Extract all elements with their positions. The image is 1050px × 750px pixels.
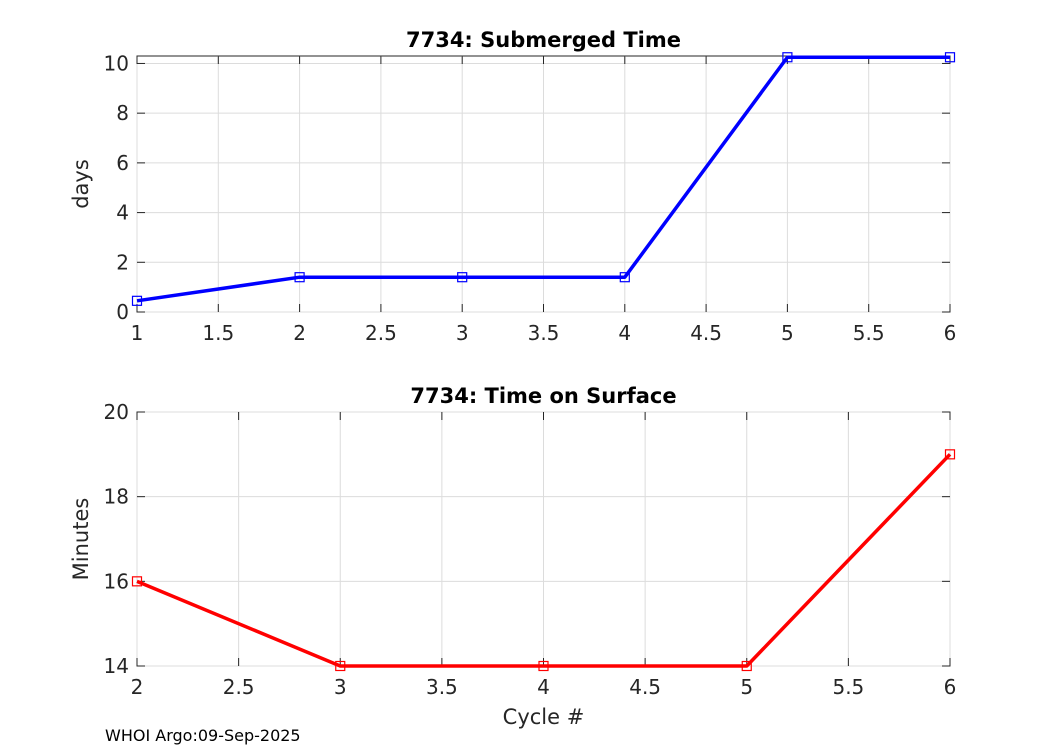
chart-title: 7734: Submerged Time: [406, 28, 681, 52]
x-tick-label: 5: [781, 321, 794, 345]
y-tick-label: 16: [104, 569, 129, 593]
data-point-marker: [335, 660, 346, 672]
tick-labels: 2 2.5 3 3.5 4 4.5 5 5.5 6 14 16 18 20: [104, 400, 957, 699]
series-line: [136, 453, 952, 668]
x-tick-label: 3.5: [528, 321, 560, 345]
x-tick-label: 4: [618, 321, 631, 345]
x-tick-label: 4.5: [690, 321, 722, 345]
data-point-marker: [294, 272, 305, 283]
x-tick-label: 2.5: [223, 675, 255, 699]
y-tick-label: 20: [104, 400, 129, 424]
data-point-marker: [619, 272, 630, 283]
data-point-marker: [741, 660, 752, 672]
x-tick-label: 2: [293, 321, 306, 345]
x-tick-label: 4.5: [629, 675, 661, 699]
x-tick-label: 3.5: [426, 675, 458, 699]
y-tick-label: 4: [116, 201, 129, 225]
x-tick-label: 5.5: [853, 321, 885, 345]
x-tick-label: 5.5: [832, 675, 864, 699]
y-tick-label: 0: [116, 300, 129, 324]
y-tick-label: 8: [116, 101, 129, 125]
footer-text: WHOI Argo:09-Sep-2025: [105, 726, 301, 745]
x-tick-label: 2.5: [365, 321, 397, 345]
data-point-marker: [538, 660, 549, 672]
data-point-marker: [944, 52, 956, 63]
chart-title: 7734: Time on Surface: [410, 384, 676, 408]
x-tick-label: 5: [740, 675, 753, 699]
y-axis-label: days: [69, 159, 93, 209]
data-point-marker: [131, 295, 143, 306]
series-layer: [131, 449, 956, 672]
y-tick-label: 14: [104, 654, 129, 678]
time-on-surface-chart: 2 2.5 3 3.5 4 4.5 5 5.5 6 14 16 18 20 7734: Time on …: [69, 384, 956, 729]
y-tick-label: 6: [116, 151, 129, 175]
series-line: [136, 55, 950, 303]
x-tick-label: 6: [944, 321, 957, 345]
x-tick-label: 4: [537, 675, 550, 699]
x-tick-label: 3: [334, 675, 347, 699]
y-tick-label: 2: [116, 250, 129, 274]
y-axis-label: Minutes: [69, 498, 93, 581]
submerged-time-chart: 1 1.5 2 2.5 3 3.5 4 4.5 5 5.5 6 0 2 4 6 8 10 7734: Subme…: [69, 28, 956, 345]
y-tick-label: 10: [104, 51, 129, 75]
series-layer: [131, 52, 956, 306]
data-point-marker: [944, 449, 956, 460]
data-point-marker: [131, 576, 143, 587]
x-tick-label: 6: [944, 675, 957, 699]
tick-labels: 1 1.5 2 2.5 3 3.5 4 4.5 5 5.5 6 0 2 4 6 8 10: [104, 51, 957, 345]
x-axis-label: Cycle #: [503, 705, 585, 729]
x-tick-label: 2: [131, 675, 144, 699]
x-tick-label: 1.5: [202, 321, 234, 345]
grid-lines: [136, 56, 951, 313]
x-tick-label: 3: [456, 321, 469, 345]
y-tick-label: 18: [104, 485, 129, 509]
data-point-marker: [782, 52, 793, 63]
data-point-marker: [457, 272, 468, 283]
x-tick-label: 1: [131, 321, 144, 345]
